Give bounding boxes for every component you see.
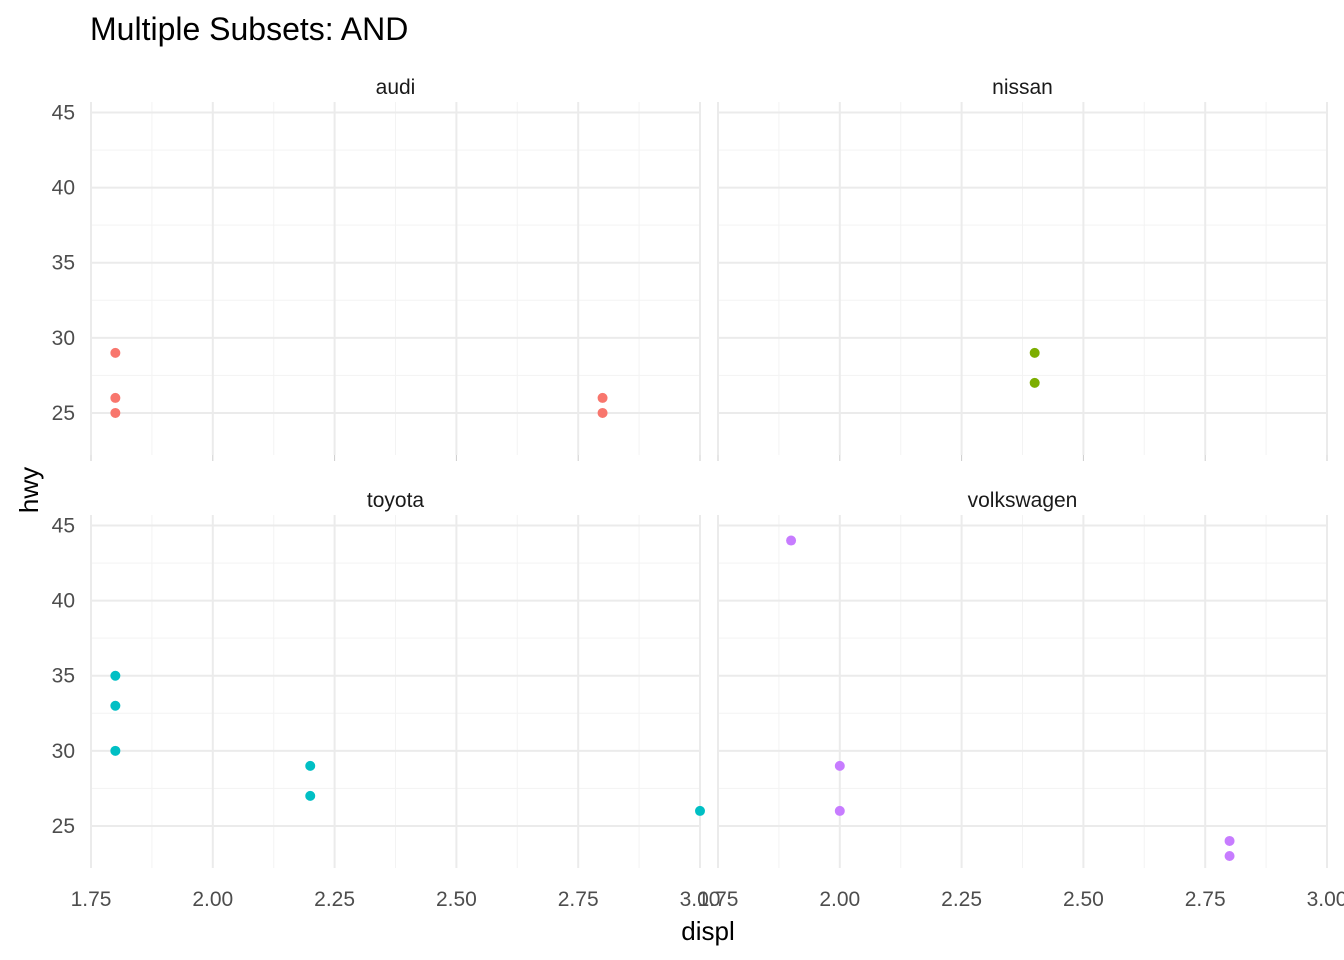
data-point-volkswagen: [834, 805, 845, 816]
data-point-toyota: [305, 790, 316, 801]
y-tick-label: 40: [52, 590, 75, 613]
data-point-toyota: [110, 700, 121, 711]
data-point-volkswagen: [1224, 850, 1235, 861]
y-tick-label: 30: [52, 740, 75, 763]
data-point-nissan: [1029, 377, 1040, 388]
data-point-volkswagen: [834, 760, 845, 771]
y-tick-label: 25: [52, 815, 75, 838]
chart-title: Multiple Subsets: AND: [90, 11, 408, 47]
data-point-volkswagen: [786, 535, 797, 546]
x-tick-label: 1.75: [698, 888, 739, 911]
facet-panel-nissan: nissan: [717, 76, 1328, 461]
y-tick-label: 45: [52, 515, 75, 538]
y-axis-title: hwy: [14, 467, 44, 513]
data-point-toyota: [110, 670, 121, 681]
facet-strip-label: volkswagen: [968, 489, 1078, 512]
y-tick-label: 45: [52, 102, 75, 125]
facet-panel-volkswagen: volkswagen 1.75 2.00 2.25 2.50 2.75 3.00: [698, 489, 1344, 911]
facet-strip-label: audi: [376, 76, 416, 99]
data-point-nissan: [1029, 347, 1040, 358]
facet-panels: audi 25 30 35 40 45 nissan toyota 25 30 35 40 45 1.75…: [52, 76, 1344, 911]
x-tick-label: 1.75: [71, 888, 112, 911]
data-point-audi: [110, 407, 121, 418]
x-tick-label: 2.25: [314, 888, 355, 911]
x-tick-label: 2.00: [819, 888, 860, 911]
data-point-audi: [110, 392, 121, 403]
data-point-audi: [110, 347, 121, 358]
data-point-volkswagen: [1224, 835, 1235, 846]
data-point-audi: [597, 407, 608, 418]
data-point-toyota: [695, 805, 705, 816]
y-tick-label: 30: [52, 327, 75, 350]
data-point-toyota: [305, 760, 316, 771]
x-tick-label: 3.00: [680, 888, 721, 911]
data-point-toyota: [110, 745, 121, 756]
x-tick-label: 3.00: [1307, 888, 1344, 911]
x-axis-title: displ: [681, 916, 734, 946]
x-tick-label: 2.00: [192, 888, 233, 911]
data-point-audi: [597, 392, 608, 403]
facet-panel-toyota: toyota 25 30 35 40 45 1.75 2.00 2.25 2.50 2.75 3.00: [52, 489, 721, 911]
facet-strip-label: nissan: [992, 76, 1053, 99]
y-tick-label: 25: [52, 402, 75, 425]
y-tick-label: 35: [52, 252, 75, 275]
x-tick-label: 2.25: [941, 888, 982, 911]
y-tick-label: 40: [52, 177, 75, 200]
y-tick-label: 35: [52, 665, 75, 688]
facet-panel-audi: audi 25 30 35 40 45: [52, 76, 701, 461]
x-tick-label: 2.75: [1185, 888, 1226, 911]
x-tick-label: 2.50: [436, 888, 477, 911]
facet-strip-label: toyota: [367, 489, 425, 512]
x-tick-label: 2.50: [1063, 888, 1104, 911]
x-tick-label: 2.75: [558, 888, 599, 911]
